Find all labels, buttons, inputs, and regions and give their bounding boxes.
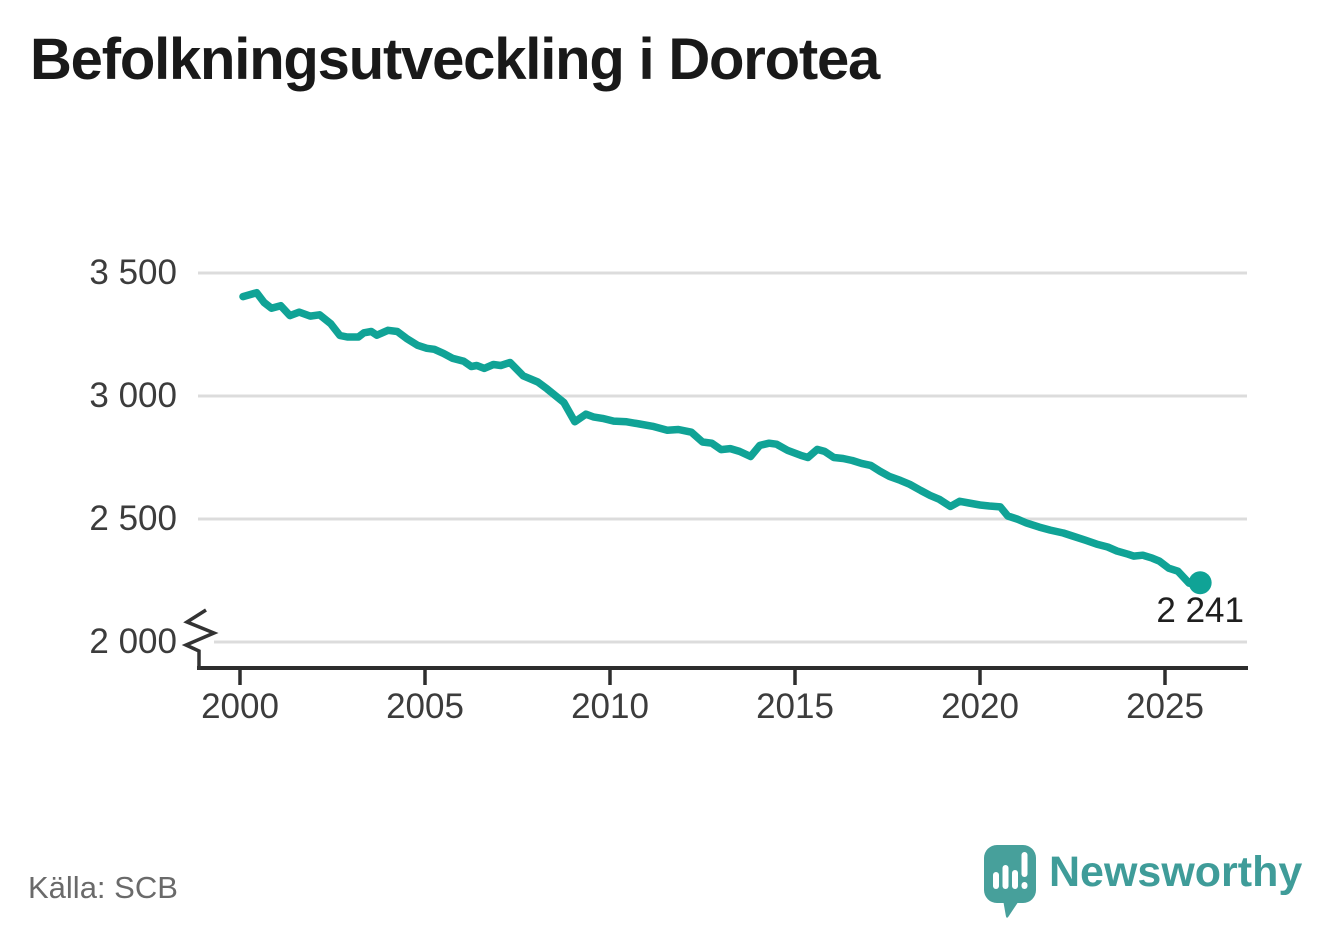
y-tick-label-2000: 2 000 bbox=[89, 622, 177, 661]
x-tick-label-2005: 2005 bbox=[386, 687, 464, 726]
x-tick-label-2010: 2010 bbox=[571, 687, 649, 726]
x-tick-label-2015: 2015 bbox=[756, 687, 834, 726]
x-tick-label-2000: 2000 bbox=[201, 687, 279, 726]
latest-value-label: 2 241 bbox=[1156, 591, 1244, 630]
y-tick-label-2500: 2 500 bbox=[89, 499, 177, 538]
brand-name: Newsworthy bbox=[1049, 848, 1303, 896]
x-tick-label-2020: 2020 bbox=[941, 687, 1019, 726]
y-axis-break-icon bbox=[181, 608, 219, 670]
y-tick-label-3000: 3 000 bbox=[89, 376, 177, 415]
chart-title: Befolkningsutveckling i Dorotea bbox=[30, 27, 880, 92]
newsworthy-brand: Newsworthy bbox=[984, 845, 1302, 921]
latest-value-dot bbox=[1188, 571, 1212, 595]
newsworthy-logo-icon bbox=[984, 845, 1036, 918]
source-note: Källa: SCB bbox=[28, 870, 178, 905]
x-tick-label-2025: 2025 bbox=[1126, 687, 1204, 726]
population-line bbox=[239, 288, 1204, 587]
y-tick-label-3500: 3 500 bbox=[89, 253, 177, 292]
